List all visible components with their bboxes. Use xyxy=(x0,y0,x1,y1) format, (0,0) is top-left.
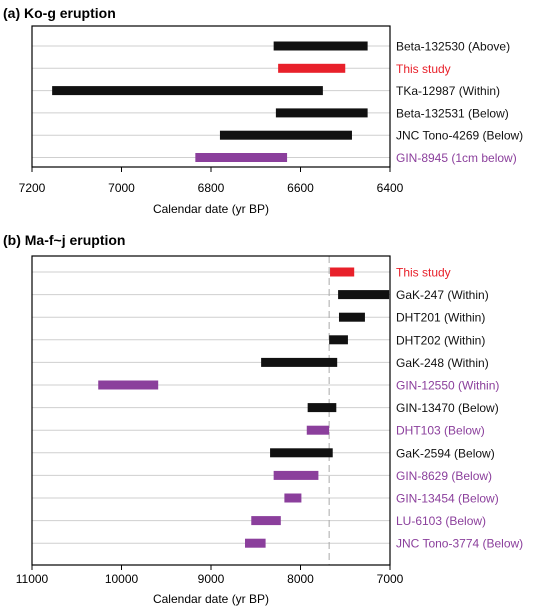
range-bar xyxy=(98,380,159,390)
range-bar xyxy=(52,86,323,96)
range-bar xyxy=(275,108,368,118)
range-bar xyxy=(251,516,281,526)
x-axis-label: Calendar date (yr BP) xyxy=(153,202,269,216)
x-tick-label: 6800 xyxy=(198,181,225,195)
x-tick-label: 6600 xyxy=(287,181,314,195)
series-label: GaK-247 (Within) xyxy=(396,288,489,302)
chart-title: (b) Ma-f~j eruption xyxy=(3,232,126,248)
x-tick-label: 10000 xyxy=(105,572,139,586)
panel-a-ko-g-eruption: (a) Ko-g eruption Beta-132530 (Above) This… xyxy=(3,5,523,216)
range-bar xyxy=(278,63,346,73)
range-bar xyxy=(306,425,330,435)
range-bar xyxy=(273,41,368,51)
range-bar xyxy=(195,153,288,162)
series-label: LU-6103 (Below) xyxy=(396,514,486,528)
range-bar xyxy=(219,130,352,140)
x-tick-label: 9000 xyxy=(198,572,225,586)
range-bar xyxy=(270,448,333,458)
series-label: DHT103 (Below) xyxy=(396,424,485,438)
series-label: GaK-248 (Within) xyxy=(396,356,489,370)
range-bar xyxy=(284,493,302,503)
x-tick-label: 7200 xyxy=(19,181,46,195)
range-bar xyxy=(329,335,348,345)
chart-title: (a) Ko-g eruption xyxy=(3,5,116,21)
range-bar xyxy=(330,267,355,277)
x-tick-label: 7000 xyxy=(377,572,404,586)
x-tick-label: 6400 xyxy=(377,181,404,195)
series-label: Beta-132530 (Above) xyxy=(396,40,510,54)
range-bar xyxy=(245,538,266,548)
series-label: DHT202 (Within) xyxy=(396,333,485,347)
range-bar xyxy=(273,470,319,480)
series-label: DHT201 (Within) xyxy=(396,311,485,325)
series-label: This study xyxy=(396,266,451,280)
series-label: GIN-8629 (Below) xyxy=(396,469,492,483)
series-label: JNC Tono-4269 (Below) xyxy=(396,129,523,143)
series-label: JNC Tono-3774 (Below) xyxy=(396,537,523,551)
series-label: GIN-12550 (Within) xyxy=(396,379,499,393)
series-label: This study xyxy=(396,62,451,76)
range-bar xyxy=(338,312,365,322)
series-label: Beta-132531 (Below) xyxy=(396,106,509,120)
range-bar xyxy=(338,290,390,300)
x-tick-label: 11000 xyxy=(16,572,49,586)
series-label: GIN-8945 (1cm below) xyxy=(396,151,517,165)
range-bar xyxy=(261,357,338,367)
series-label: GIN-13470 (Below) xyxy=(396,401,499,415)
x-axis-label: Calendar date (yr BP) xyxy=(153,592,269,606)
x-tick-label: 7000 xyxy=(108,181,135,195)
series-label: GIN-13454 (Below) xyxy=(396,492,499,506)
series-label: GaK-2594 (Below) xyxy=(396,446,495,460)
series-label: TKa-12987 (Within) xyxy=(396,84,500,98)
range-bar xyxy=(307,403,337,413)
x-tick-label: 8000 xyxy=(287,572,314,586)
panel-b-ma-f-j-eruption: (b) Ma-f~j eruption This study GaK-247 (Wi… xyxy=(3,232,523,606)
